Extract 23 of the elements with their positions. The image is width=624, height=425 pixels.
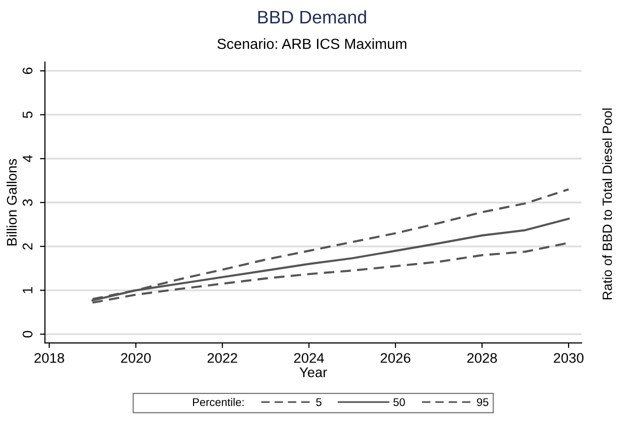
x-axis-title: Year [300, 368, 328, 378]
y-tick-label: 1 [22, 287, 32, 294]
y-tick-label: 6 [22, 68, 32, 74]
x-tick-label: 2026 [380, 353, 410, 363]
chart-title: BBD Demand [258, 10, 366, 24]
y-tick-label: 4 [22, 155, 32, 162]
legend-label: 50 [393, 398, 405, 406]
x-tick-label: 2022 [208, 353, 238, 363]
x-tick-label: 2030 [554, 353, 584, 363]
text: Ratio of BBD to Total Diesel Pool [602, 108, 612, 300]
legend-label: 95 [476, 398, 488, 406]
y-tick-label: 3 [22, 199, 32, 206]
chart-subtitle: Scenario: ARB ICS Maximum [217, 38, 406, 50]
x-tick-label: 2018 [34, 353, 64, 363]
y-axis-title: Billion Gallons [6, 159, 17, 246]
x-tick-label: 2020 [121, 353, 151, 363]
x-tick-label: 2024 [294, 353, 324, 363]
y-tick-label: 0 [22, 330, 32, 338]
y-tick-label: 5 [22, 111, 32, 118]
y-tick-label: 2 [22, 243, 32, 250]
legend-title: Percentile: [193, 398, 244, 406]
legend-label: 5 [316, 398, 322, 406]
x-tick-label: 2028 [467, 353, 497, 363]
